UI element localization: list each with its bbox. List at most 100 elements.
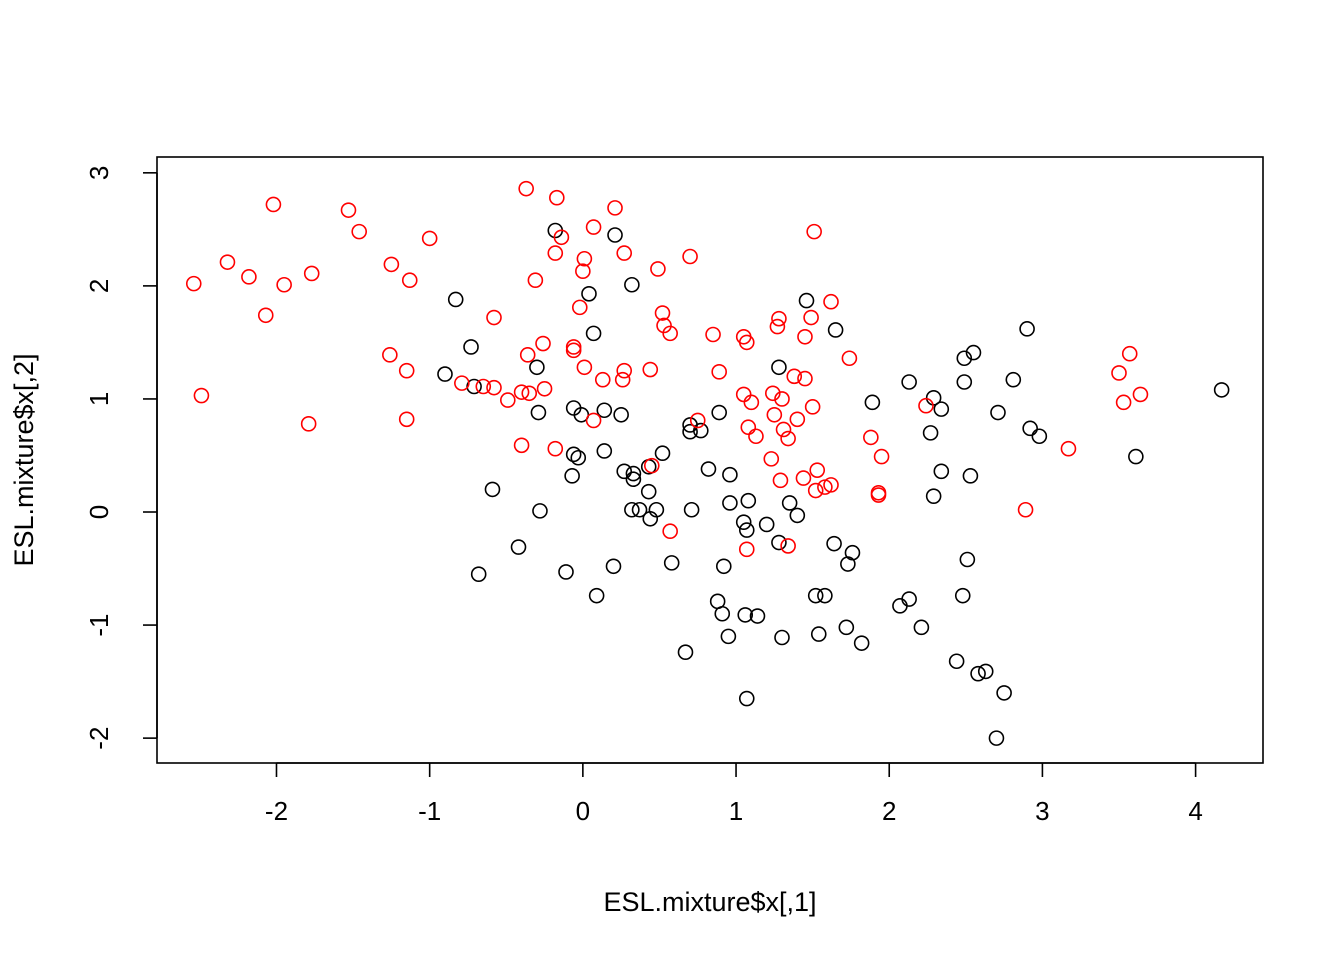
data-point-red — [535, 335, 551, 352]
data-point-red — [303, 265, 320, 282]
data-point-red — [797, 328, 813, 345]
data-point-red — [823, 477, 839, 493]
data-point-red — [1060, 440, 1077, 457]
data-point-black — [962, 468, 979, 484]
data-point-black — [977, 663, 994, 680]
data-point-red — [398, 411, 415, 428]
data-points — [185, 180, 1230, 746]
data-point-red — [536, 380, 553, 397]
data-point-black — [771, 534, 787, 551]
data-point-black — [826, 535, 842, 552]
data-point-red — [565, 342, 582, 359]
data-point-black — [738, 522, 755, 538]
data-point-black — [954, 587, 971, 604]
data-point-black — [570, 449, 587, 466]
x-tick-label: 4 — [1188, 796, 1202, 826]
data-point-red — [789, 411, 806, 428]
data-point-red — [769, 318, 786, 335]
data-point-black — [529, 359, 545, 376]
data-point-black — [624, 501, 640, 518]
data-point-black — [715, 558, 732, 575]
data-point-black — [616, 463, 633, 480]
data-point-black — [988, 730, 1005, 746]
data-point-red — [351, 223, 368, 240]
data-point-red — [1121, 345, 1138, 362]
data-point-red — [823, 293, 839, 310]
data-point-black — [853, 635, 870, 651]
y-axis-label: ESL.mixture$x[,2] — [9, 353, 39, 566]
data-point-red — [549, 189, 565, 206]
data-point-red — [643, 457, 660, 474]
plot-frame — [156, 156, 1264, 764]
data-point-red — [795, 470, 812, 486]
data-point-red — [735, 386, 752, 403]
data-point-red — [241, 269, 257, 285]
data-point-black — [642, 510, 659, 527]
data-point-red — [772, 472, 789, 489]
data-point-red — [553, 229, 570, 246]
data-point-black — [749, 608, 766, 624]
data-point-red — [841, 350, 858, 367]
data-point-black — [470, 566, 487, 582]
data-point-black — [990, 404, 1006, 421]
x-tick-label: -2 — [265, 796, 288, 826]
data-point-red — [1111, 365, 1127, 381]
data-point-red — [421, 230, 438, 247]
y-tick-label: -1 — [84, 614, 114, 637]
data-point-black — [807, 587, 824, 604]
data-point-black — [1019, 321, 1035, 337]
data-point-red — [521, 385, 538, 402]
data-point-black — [737, 607, 754, 623]
data-point-red — [401, 272, 418, 289]
data-point-black — [774, 629, 790, 646]
data-point-red — [594, 371, 611, 388]
data-point-red — [763, 451, 780, 467]
x-tick-label: 0 — [576, 796, 590, 826]
data-point-red — [185, 275, 202, 292]
data-point-red — [711, 364, 727, 380]
data-point-black — [970, 665, 986, 682]
data-point-black — [720, 628, 737, 645]
data-point-red — [518, 180, 534, 197]
data-point-red — [780, 430, 796, 447]
data-point-black — [663, 555, 680, 571]
data-point-red — [486, 379, 502, 396]
data-point-black — [625, 471, 642, 488]
data-point-black — [640, 483, 657, 500]
data-point-red — [870, 484, 887, 501]
data-point-black — [798, 292, 815, 309]
data-point-black — [722, 495, 738, 511]
data-point-red — [1132, 386, 1149, 403]
data-point-black — [1213, 382, 1230, 398]
data-point-red — [513, 384, 530, 400]
data-point-black — [654, 445, 671, 462]
data-point-red — [786, 368, 803, 385]
y-axis: -2 -1 0 1 2 3 — [84, 166, 158, 750]
data-point-black — [682, 423, 698, 440]
data-point-red — [382, 347, 398, 363]
data-point-red — [265, 196, 282, 213]
data-point-black — [1128, 448, 1144, 465]
data-point-red — [486, 309, 502, 326]
data-point-red — [398, 362, 415, 379]
data-point-red — [300, 416, 317, 432]
x-tick-label: -1 — [418, 796, 441, 826]
data-point-red — [738, 541, 755, 558]
data-point-red — [576, 359, 593, 376]
data-point-black — [558, 564, 574, 580]
data-point-black — [901, 374, 917, 390]
data-point-red — [863, 429, 879, 446]
data-point-red — [806, 223, 822, 240]
data-point-black — [532, 503, 548, 519]
data-point-black — [840, 556, 856, 572]
data-point-red — [780, 538, 796, 554]
data-point-red — [797, 370, 813, 387]
data-point-black — [817, 587, 833, 604]
data-point-black — [913, 619, 930, 636]
y-tick-label: 3 — [84, 166, 114, 180]
data-point-black — [585, 325, 602, 342]
data-point-black — [901, 591, 917, 607]
data-point-black — [722, 466, 738, 483]
y-tick-label: 1 — [84, 392, 114, 406]
